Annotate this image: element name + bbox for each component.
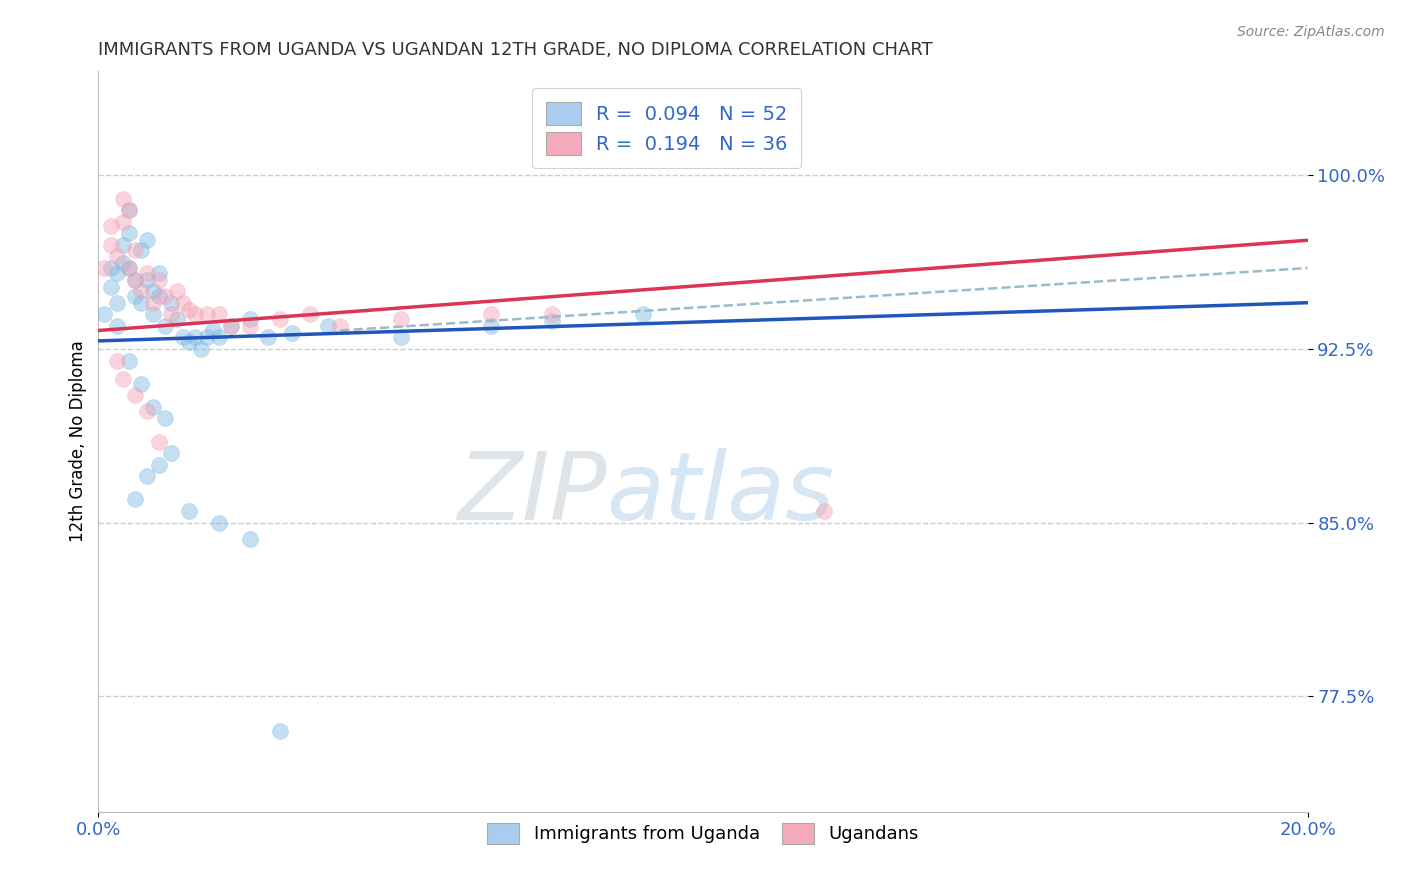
Point bbox=[129, 243, 152, 257]
Point bbox=[172, 330, 194, 344]
Point bbox=[142, 295, 165, 310]
Point bbox=[269, 312, 291, 326]
Point bbox=[105, 318, 128, 333]
Point bbox=[208, 516, 231, 530]
Point bbox=[281, 326, 304, 340]
Point bbox=[190, 342, 212, 356]
Point bbox=[179, 334, 201, 349]
Point bbox=[148, 434, 170, 449]
Point bbox=[118, 203, 141, 218]
Point bbox=[813, 504, 835, 518]
Point bbox=[124, 289, 146, 303]
Point bbox=[153, 411, 176, 425]
Point bbox=[111, 372, 134, 386]
Point bbox=[148, 266, 170, 280]
Point bbox=[105, 266, 128, 280]
Point bbox=[148, 272, 170, 286]
Point bbox=[540, 314, 562, 328]
Point bbox=[135, 266, 157, 280]
Point bbox=[221, 318, 243, 333]
Point bbox=[299, 307, 322, 321]
Point bbox=[160, 446, 183, 460]
Point bbox=[111, 215, 134, 229]
Point bbox=[316, 318, 339, 333]
Point bbox=[124, 492, 146, 507]
Point bbox=[481, 307, 503, 321]
Point bbox=[481, 318, 503, 333]
Point bbox=[148, 289, 170, 303]
Point bbox=[118, 203, 141, 218]
Point bbox=[124, 388, 146, 402]
Text: Source: ZipAtlas.com: Source: ZipAtlas.com bbox=[1237, 25, 1385, 39]
Point bbox=[129, 376, 152, 391]
Point bbox=[124, 243, 146, 257]
Point bbox=[118, 260, 141, 275]
Text: ZIP: ZIP bbox=[457, 448, 606, 539]
Point bbox=[100, 279, 122, 293]
Point bbox=[124, 272, 146, 286]
Point bbox=[118, 353, 141, 368]
Point bbox=[195, 330, 218, 344]
Legend: Immigrants from Uganda, Ugandans: Immigrants from Uganda, Ugandans bbox=[479, 815, 927, 851]
Point bbox=[100, 260, 122, 275]
Point bbox=[124, 272, 146, 286]
Point bbox=[153, 289, 176, 303]
Point bbox=[389, 312, 412, 326]
Point bbox=[221, 318, 243, 333]
Point bbox=[239, 312, 262, 326]
Point bbox=[179, 302, 201, 317]
Point bbox=[135, 272, 157, 286]
Point bbox=[129, 295, 152, 310]
Point bbox=[111, 192, 134, 206]
Point bbox=[142, 400, 165, 414]
Point bbox=[105, 250, 128, 264]
Point bbox=[166, 284, 188, 298]
Text: atlas: atlas bbox=[606, 448, 835, 539]
Point bbox=[269, 723, 291, 738]
Point bbox=[105, 353, 128, 368]
Point bbox=[135, 469, 157, 483]
Point bbox=[118, 227, 141, 241]
Point bbox=[100, 219, 122, 234]
Point bbox=[184, 330, 207, 344]
Point bbox=[208, 330, 231, 344]
Point bbox=[195, 307, 218, 321]
Point bbox=[148, 458, 170, 472]
Point bbox=[100, 238, 122, 252]
Point bbox=[166, 312, 188, 326]
Point bbox=[142, 284, 165, 298]
Point bbox=[202, 323, 225, 337]
Point bbox=[93, 307, 115, 321]
Point bbox=[118, 260, 141, 275]
Point bbox=[160, 307, 183, 321]
Point bbox=[111, 256, 134, 270]
Point bbox=[142, 307, 165, 321]
Point bbox=[179, 504, 201, 518]
Point bbox=[389, 330, 412, 344]
Point bbox=[93, 260, 115, 275]
Point bbox=[540, 307, 562, 321]
Point bbox=[105, 295, 128, 310]
Point bbox=[256, 330, 278, 344]
Y-axis label: 12th Grade, No Diploma: 12th Grade, No Diploma bbox=[69, 341, 87, 542]
Point bbox=[172, 295, 194, 310]
Point bbox=[111, 238, 134, 252]
Point bbox=[135, 404, 157, 418]
Point bbox=[329, 318, 352, 333]
Point bbox=[184, 307, 207, 321]
Point bbox=[153, 318, 176, 333]
Point bbox=[129, 284, 152, 298]
Point bbox=[239, 532, 262, 546]
Point bbox=[631, 307, 654, 321]
Point bbox=[239, 318, 262, 333]
Text: IMMIGRANTS FROM UGANDA VS UGANDAN 12TH GRADE, NO DIPLOMA CORRELATION CHART: IMMIGRANTS FROM UGANDA VS UGANDAN 12TH G… bbox=[98, 41, 934, 59]
Point bbox=[135, 233, 157, 247]
Point bbox=[208, 307, 231, 321]
Point bbox=[160, 295, 183, 310]
